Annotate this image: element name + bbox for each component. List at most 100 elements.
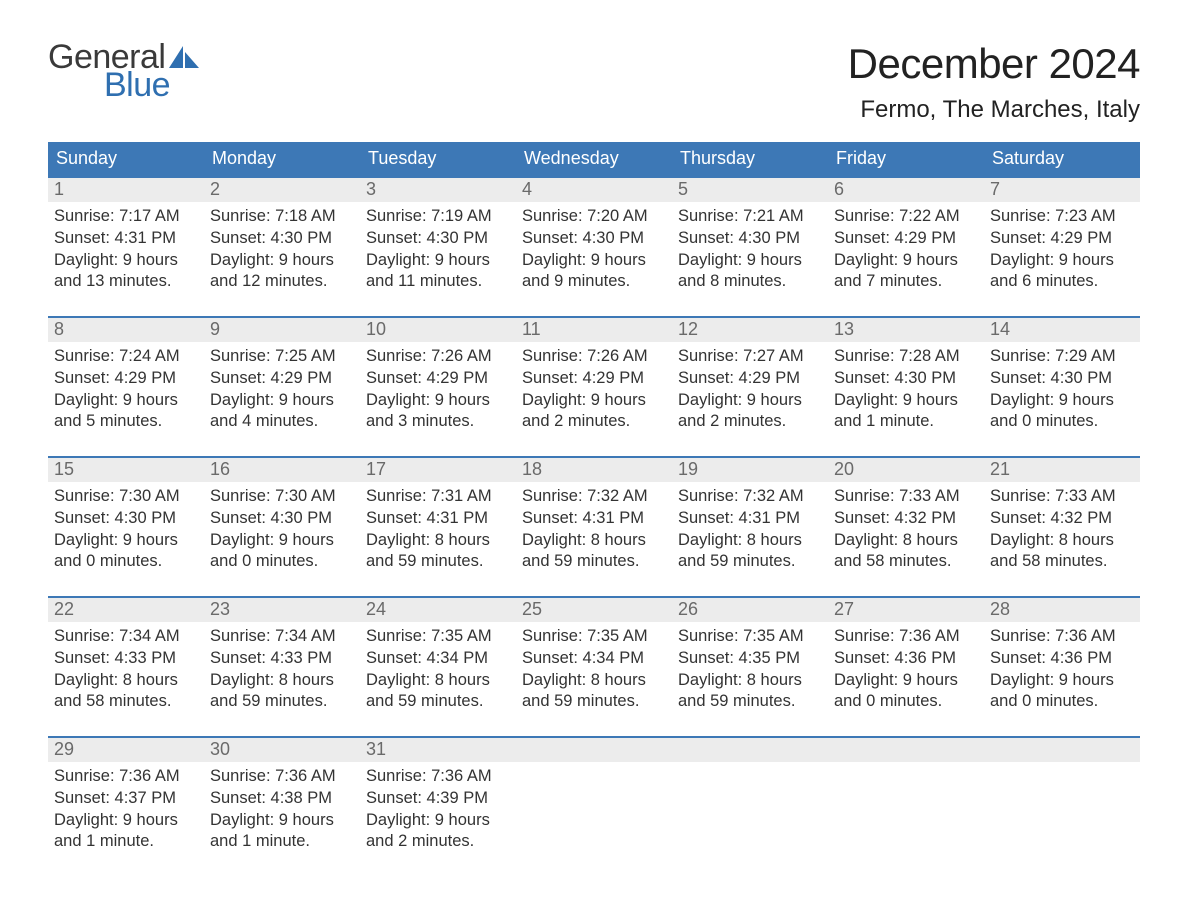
day-number-row: 29: [48, 736, 204, 762]
sunset-text: Sunset: 4:29 PM: [678, 368, 822, 390]
day-number: 23: [210, 599, 230, 619]
daylight-text: Daylight: 8 hours: [54, 670, 198, 692]
day-cell: 7Sunrise: 7:23 AMSunset: 4:29 PMDaylight…: [984, 176, 1140, 316]
sunrise-text: Sunrise: 7:34 AM: [54, 626, 198, 648]
day-body: Sunrise: 7:27 AMSunset: 4:29 PMDaylight:…: [672, 342, 828, 451]
calendar: SundayMondayTuesdayWednesdayThursdayFrid…: [48, 142, 1140, 876]
daylight-text: Daylight: 9 hours: [834, 390, 978, 412]
day-number-row: 13: [828, 316, 984, 342]
sunrise-text: Sunrise: 7:18 AM: [210, 206, 354, 228]
day-number-row: 12: [672, 316, 828, 342]
daylight-text-2: and 8 minutes.: [678, 271, 822, 293]
day-cell: 5Sunrise: 7:21 AMSunset: 4:30 PMDaylight…: [672, 176, 828, 316]
weekday-wednesday: Wednesday: [516, 142, 672, 176]
sunset-text: Sunset: 4:30 PM: [210, 228, 354, 250]
sunrise-text: Sunrise: 7:35 AM: [366, 626, 510, 648]
day-body: Sunrise: 7:30 AMSunset: 4:30 PMDaylight:…: [48, 482, 204, 591]
sunrise-text: Sunrise: 7:26 AM: [522, 346, 666, 368]
daylight-text-2: and 0 minutes.: [210, 551, 354, 573]
day-cell: 8Sunrise: 7:24 AMSunset: 4:29 PMDaylight…: [48, 316, 204, 456]
month-title: December 2024: [848, 40, 1140, 88]
day-number-row: 5: [672, 176, 828, 202]
day-body: [672, 762, 828, 784]
daylight-text: Daylight: 9 hours: [54, 390, 198, 412]
day-number-row: 17: [360, 456, 516, 482]
sunset-text: Sunset: 4:29 PM: [366, 368, 510, 390]
week-row: 29Sunrise: 7:36 AMSunset: 4:37 PMDayligh…: [48, 736, 1140, 876]
daylight-text-2: and 58 minutes.: [834, 551, 978, 573]
daylight-text: Daylight: 9 hours: [210, 530, 354, 552]
day-number-row: 20: [828, 456, 984, 482]
day-cell-empty: .: [984, 736, 1140, 876]
daylight-text-2: and 9 minutes.: [522, 271, 666, 293]
day-cell: 6Sunrise: 7:22 AMSunset: 4:29 PMDaylight…: [828, 176, 984, 316]
sunrise-text: Sunrise: 7:36 AM: [54, 766, 198, 788]
day-number-row: 14: [984, 316, 1140, 342]
weekday-sunday: Sunday: [48, 142, 204, 176]
day-cell: 28Sunrise: 7:36 AMSunset: 4:36 PMDayligh…: [984, 596, 1140, 736]
sunset-text: Sunset: 4:29 PM: [834, 228, 978, 250]
sunset-text: Sunset: 4:31 PM: [54, 228, 198, 250]
day-body: Sunrise: 7:26 AMSunset: 4:29 PMDaylight:…: [516, 342, 672, 451]
day-number-row: .: [828, 736, 984, 762]
day-number-row: 7: [984, 176, 1140, 202]
day-body: Sunrise: 7:32 AMSunset: 4:31 PMDaylight:…: [516, 482, 672, 591]
day-cell: 2Sunrise: 7:18 AMSunset: 4:30 PMDaylight…: [204, 176, 360, 316]
day-number: 4: [522, 179, 532, 199]
daylight-text: Daylight: 9 hours: [834, 250, 978, 272]
day-cell: 30Sunrise: 7:36 AMSunset: 4:38 PMDayligh…: [204, 736, 360, 876]
day-number-row: 3: [360, 176, 516, 202]
day-number: 22: [54, 599, 74, 619]
page-header: General Blue December 2024 Fermo, The Ma…: [48, 40, 1140, 124]
day-body: Sunrise: 7:26 AMSunset: 4:29 PMDaylight:…: [360, 342, 516, 451]
daylight-text: Daylight: 9 hours: [678, 250, 822, 272]
day-body: Sunrise: 7:36 AMSunset: 4:39 PMDaylight:…: [360, 762, 516, 871]
daylight-text: Daylight: 9 hours: [366, 810, 510, 832]
day-number: 24: [366, 599, 386, 619]
day-number-row: 10: [360, 316, 516, 342]
daylight-text-2: and 1 minute.: [834, 411, 978, 433]
day-number: 21: [990, 459, 1010, 479]
day-body: Sunrise: 7:21 AMSunset: 4:30 PMDaylight:…: [672, 202, 828, 311]
sunset-text: Sunset: 4:33 PM: [210, 648, 354, 670]
daylight-text-2: and 59 minutes.: [366, 691, 510, 713]
daylight-text: Daylight: 9 hours: [678, 390, 822, 412]
day-body: Sunrise: 7:30 AMSunset: 4:30 PMDaylight:…: [204, 482, 360, 591]
week-row: 22Sunrise: 7:34 AMSunset: 4:33 PMDayligh…: [48, 596, 1140, 736]
daylight-text: Daylight: 9 hours: [990, 670, 1134, 692]
sunrise-text: Sunrise: 7:27 AM: [678, 346, 822, 368]
sunset-text: Sunset: 4:35 PM: [678, 648, 822, 670]
daylight-text-2: and 59 minutes.: [366, 551, 510, 573]
sunrise-text: Sunrise: 7:34 AM: [210, 626, 354, 648]
day-number: 26: [678, 599, 698, 619]
day-number-row: 2: [204, 176, 360, 202]
location-text: Fermo, The Marches, Italy: [848, 96, 1140, 124]
daylight-text-2: and 7 minutes.: [834, 271, 978, 293]
daylight-text: Daylight: 9 hours: [54, 250, 198, 272]
day-cell: 14Sunrise: 7:29 AMSunset: 4:30 PMDayligh…: [984, 316, 1140, 456]
sunset-text: Sunset: 4:30 PM: [834, 368, 978, 390]
sunrise-text: Sunrise: 7:32 AM: [522, 486, 666, 508]
daylight-text-2: and 12 minutes.: [210, 271, 354, 293]
day-number: 2: [210, 179, 220, 199]
day-body: Sunrise: 7:36 AMSunset: 4:38 PMDaylight:…: [204, 762, 360, 871]
day-cell-empty: .: [828, 736, 984, 876]
day-number-row: .: [672, 736, 828, 762]
daylight-text: Daylight: 9 hours: [522, 250, 666, 272]
day-number: 17: [366, 459, 386, 479]
day-number: 16: [210, 459, 230, 479]
day-number: 6: [834, 179, 844, 199]
day-number-row: 15: [48, 456, 204, 482]
weekday-monday: Monday: [204, 142, 360, 176]
day-body: Sunrise: 7:35 AMSunset: 4:34 PMDaylight:…: [516, 622, 672, 731]
day-body: Sunrise: 7:36 AMSunset: 4:36 PMDaylight:…: [828, 622, 984, 731]
day-body: Sunrise: 7:35 AMSunset: 4:34 PMDaylight:…: [360, 622, 516, 731]
sunrise-text: Sunrise: 7:17 AM: [54, 206, 198, 228]
week-row: 1Sunrise: 7:17 AMSunset: 4:31 PMDaylight…: [48, 176, 1140, 316]
sunrise-text: Sunrise: 7:30 AM: [210, 486, 354, 508]
daylight-text-2: and 3 minutes.: [366, 411, 510, 433]
day-body: Sunrise: 7:34 AMSunset: 4:33 PMDaylight:…: [204, 622, 360, 731]
sunrise-text: Sunrise: 7:35 AM: [678, 626, 822, 648]
sunrise-text: Sunrise: 7:23 AM: [990, 206, 1134, 228]
daylight-text-2: and 6 minutes.: [990, 271, 1134, 293]
